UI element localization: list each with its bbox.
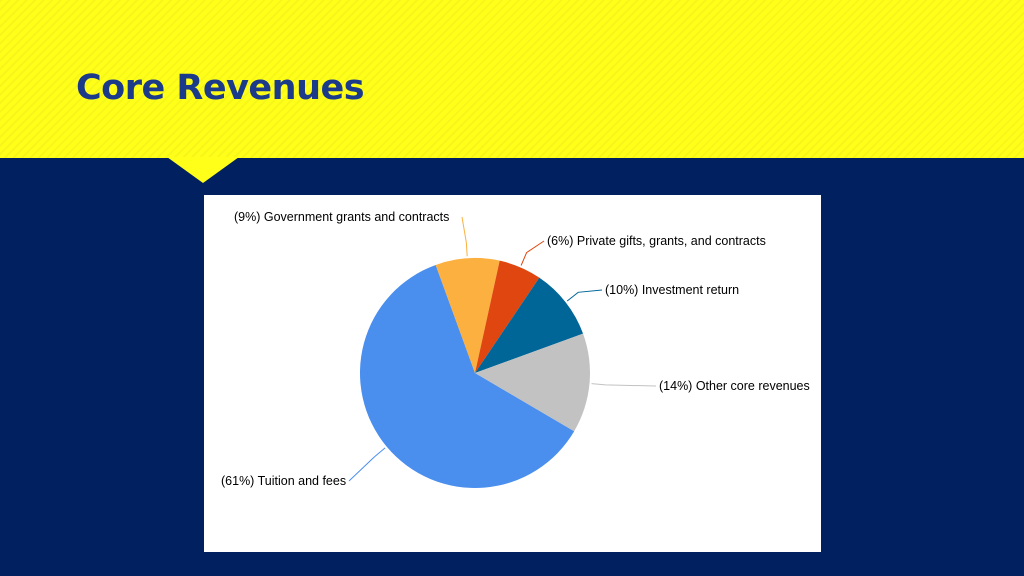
slice-tuition: [359, 264, 575, 489]
slice-label-investment: (10%) Investment return: [605, 283, 739, 297]
slice-label-private-gifts: (6%) Private gifts, grants, and contract…: [547, 234, 766, 248]
slice-other-core: [475, 333, 590, 432]
slice-label-other-core: (14%) Other core revenues: [659, 379, 810, 393]
leader-investment: [566, 289, 603, 302]
leader-private-gifts: [520, 240, 545, 266]
leader-other-core: [591, 383, 657, 387]
banner-notch: [167, 157, 239, 183]
leader-government: [461, 216, 468, 257]
slice-government: [435, 258, 500, 373]
slide-title: Core Revenues: [76, 68, 365, 108]
slice-private-gifts: [475, 260, 540, 373]
title-banner: [0, 0, 1024, 158]
chart-panel: (9%) Government grants and contracts (6%…: [204, 195, 821, 552]
leader-tuition: [348, 447, 386, 482]
pie-chart: (9%) Government grants and contracts (6%…: [221, 210, 810, 489]
slice-label-tuition: (61%) Tuition and fees: [221, 474, 346, 488]
slice-investment: [475, 277, 584, 373]
slice-label-government: (9%) Government grants and contracts: [234, 210, 449, 224]
